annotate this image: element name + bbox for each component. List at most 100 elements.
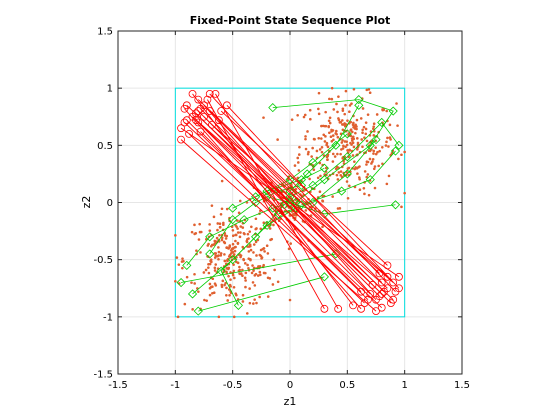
green-trajectory-marker	[228, 255, 238, 265]
scatter-point	[191, 308, 194, 311]
x-tick-label: 0.5	[339, 380, 355, 391]
scatter-point	[220, 238, 224, 242]
scatter-point	[276, 138, 279, 141]
scatter-point	[356, 141, 360, 145]
scatter-point	[334, 132, 337, 135]
scatter-point	[345, 171, 349, 174]
scatter-point	[304, 209, 308, 212]
x-tick-label: 0	[287, 380, 293, 391]
scatter-point	[198, 230, 202, 234]
scatter-point	[262, 116, 265, 119]
scatter-point	[228, 293, 231, 297]
scatter-point	[322, 133, 326, 137]
red-trajectory-line	[195, 119, 373, 286]
green-trajectory-marker	[365, 175, 375, 185]
red-trajectory-marker	[205, 107, 214, 115]
scatter-point	[360, 138, 364, 141]
scatter-point	[324, 110, 327, 114]
scatter-point	[297, 153, 301, 156]
scatter-point	[339, 120, 343, 124]
scatter-point	[224, 237, 228, 240]
scatter-point	[253, 284, 257, 287]
green-trajectory-line	[220, 204, 285, 306]
scatter-point	[236, 261, 240, 265]
red-trajectory-marker	[387, 299, 395, 308]
scatter-point	[244, 271, 248, 275]
red-trajectory-line	[209, 110, 383, 283]
scatter-point	[234, 233, 237, 237]
green-trajectory-marker	[205, 249, 215, 259]
scatter-point	[319, 174, 322, 178]
scatter-point	[208, 286, 212, 290]
boundary-box	[174, 87, 406, 318]
scatter-point	[244, 285, 247, 289]
scatter-point	[231, 273, 235, 277]
scatter-point	[317, 112, 321, 116]
scatter-point	[252, 302, 255, 305]
scatter-point	[328, 121, 332, 125]
scatter-point	[371, 157, 375, 161]
scatter-point	[320, 150, 324, 154]
scatter-point	[340, 148, 343, 151]
scatter-point	[341, 109, 345, 112]
green-trajectory-marker	[233, 300, 243, 310]
green-trajectory-marker	[390, 146, 401, 156]
scatter-point	[214, 240, 218, 243]
scatter-point	[225, 246, 228, 249]
scatter-point	[358, 165, 361, 168]
x-tick-label: -1.5	[108, 380, 128, 391]
scatter-point	[343, 124, 347, 128]
scatter-point	[397, 157, 400, 161]
scatter-point	[228, 216, 231, 220]
scatter-point	[252, 269, 255, 272]
scatter-point	[253, 298, 256, 301]
red-trajectory-marker	[211, 89, 220, 98]
red-trajectory-marker	[375, 269, 384, 278]
scatter-point	[254, 240, 258, 244]
green-trajectory-marker	[285, 175, 295, 185]
scatter-point	[183, 302, 187, 306]
scatter-point	[346, 196, 350, 200]
scatter-point	[197, 238, 201, 241]
green-trajectory-marker	[319, 163, 329, 173]
scatter-point	[306, 152, 310, 156]
green-trajectory-marker	[342, 152, 352, 162]
scatter-point	[224, 281, 227, 285]
scatter-point	[351, 141, 355, 145]
scatter-point	[374, 152, 378, 156]
scatter-point	[365, 160, 369, 164]
scatter-point	[222, 270, 225, 274]
red-trajectory-line	[184, 108, 362, 310]
scatter-point	[252, 251, 255, 254]
scatter-point	[234, 292, 238, 295]
red-trajectory-line	[215, 93, 339, 310]
scatter-point	[247, 250, 251, 253]
scatter-point	[254, 227, 258, 231]
scatter-point	[287, 247, 291, 251]
scatter-point	[225, 286, 228, 290]
scatter-point	[361, 128, 364, 132]
scatter-point	[219, 213, 223, 216]
scatter-point	[254, 272, 258, 276]
red-trajectory-marker	[377, 290, 386, 298]
scatter-point	[356, 148, 359, 151]
scatter-point	[266, 252, 270, 255]
scatter-point	[372, 152, 375, 155]
scatter-point	[365, 139, 369, 143]
scatter-point	[324, 166, 328, 170]
scatter-point	[311, 146, 314, 150]
scatter-point	[341, 107, 345, 111]
scatter-point	[327, 125, 330, 129]
scatter-point	[205, 299, 208, 302]
green-trajectory-marker	[205, 232, 215, 242]
scatter-point	[229, 249, 233, 252]
scatter-point	[320, 137, 323, 140]
scatter-point	[214, 263, 218, 266]
scatter-point	[203, 298, 206, 302]
scatter-point	[321, 199, 325, 203]
green-trajectory-marker	[308, 157, 318, 168]
x-tick-label: 1.5	[454, 380, 470, 391]
scatter-point	[365, 175, 369, 179]
scatter-point	[366, 173, 370, 176]
